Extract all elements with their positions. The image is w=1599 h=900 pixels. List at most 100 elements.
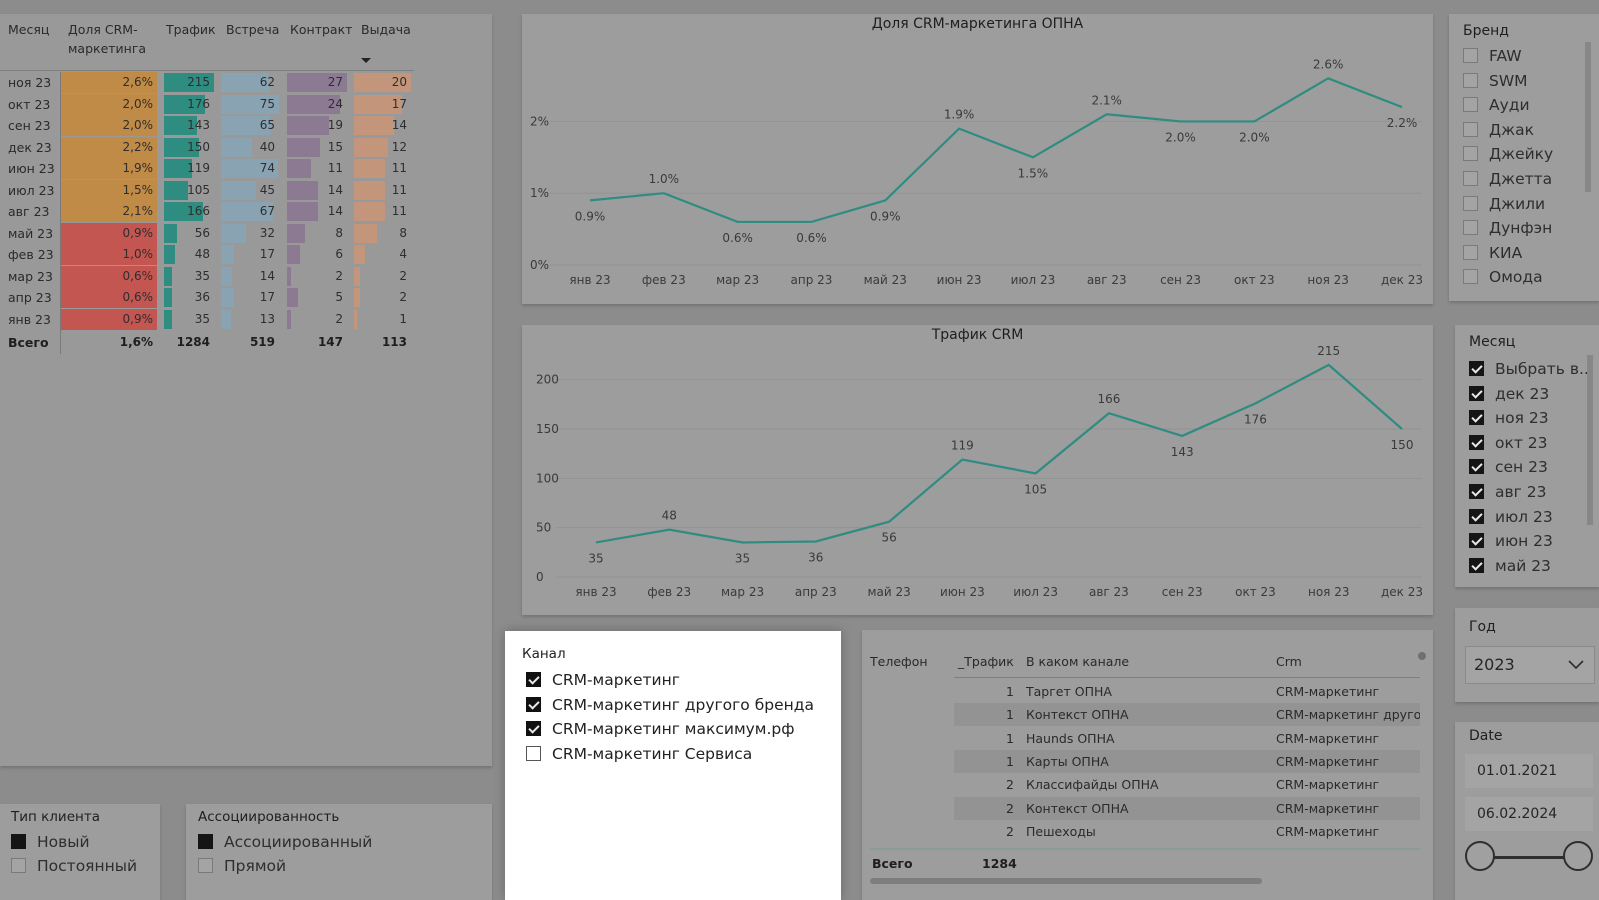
brand-option-checkbox[interactable] [1463, 171, 1478, 186]
association-direct-checkbox[interactable] [198, 858, 213, 873]
matrix-header-share[interactable]: Доля CRM-маркетинга [68, 22, 147, 56]
channel-option-checkbox[interactable] [526, 672, 541, 687]
month-option[interactable]: Выбрать в... [1469, 357, 1594, 381]
brand-option-checkbox[interactable] [1463, 97, 1478, 113]
client-type-new-checkbox[interactable] [11, 834, 26, 849]
matrix-row[interactable]: сен 23 2,0% 143 65 19 14 [0, 115, 420, 136]
client-type-regular-checkbox[interactable] [11, 858, 26, 873]
channel-option-checkbox[interactable] [526, 696, 541, 712]
channel-option[interactable]: CRM-маркетинг другого бренда [526, 693, 826, 717]
detail-header-crm[interactable]: Crm [1276, 654, 1302, 669]
brand-option-checkbox[interactable] [1463, 220, 1478, 236]
matrix-header-month[interactable]: Месяц [8, 22, 50, 37]
month-option-checkbox[interactable] [1469, 557, 1484, 573]
month-option-checkbox[interactable] [1469, 484, 1484, 499]
month-option-checkbox[interactable] [1469, 508, 1484, 524]
detail-table-row[interactable]: 1 Таргет ОПНА CRM-маркетинг [954, 680, 1420, 703]
month-option[interactable]: окт 23 [1469, 431, 1583, 455]
matrix-row[interactable]: мар 23 0,6% 35 14 2 2 [0, 265, 420, 287]
matrix-row[interactable]: июн 23 1,9% 119 74 11 11 [0, 158, 420, 179]
series-line[interactable] [589, 77, 1403, 224]
month-option[interactable]: авг 23 [1469, 480, 1583, 504]
brand-option[interactable]: КИА [1463, 241, 1581, 265]
brand-option-checkbox[interactable] [1463, 269, 1478, 285]
channel-option[interactable]: CRM-маркетинг максимум.рф [526, 717, 826, 741]
date-range-end-handle[interactable] [1563, 841, 1593, 871]
month-option-checkbox[interactable] [1469, 361, 1484, 376]
matrix-row[interactable]: дек 23 2,2% 150 40 15 12 [0, 136, 420, 158]
detail-table-row[interactable]: 2 Пешеходы CRM-маркетинг [954, 820, 1420, 843]
channel-option[interactable]: CRM-маркетинг [526, 668, 826, 692]
matrix-row[interactable]: фев 23 1,0% 48 17 6 4 [0, 244, 420, 265]
year-dropdown[interactable]: 2023 [1465, 646, 1595, 684]
matrix-row[interactable]: янв 23 0,9% 35 13 2 1 [0, 308, 420, 330]
brand-option-checkbox[interactable] [1463, 121, 1478, 137]
detail-header-traffic[interactable]: _Трафик [958, 654, 1014, 669]
detail-more-options-icon[interactable] [1418, 652, 1426, 660]
matrix-header-meet[interactable]: Встреча [226, 22, 280, 37]
date-slicer-title: Date [1469, 728, 1503, 744]
brand-option[interactable]: Дунфэн [1463, 216, 1581, 240]
brand-option[interactable]: Ауди [1463, 93, 1581, 117]
matrix-row[interactable]: май 23 0,9% 56 32 8 8 [0, 222, 420, 244]
brand-option-checkbox[interactable] [1463, 146, 1478, 162]
month-option[interactable]: сен 23 [1469, 455, 1583, 479]
month-option-checkbox[interactable] [1469, 459, 1484, 475]
month-option[interactable]: июл 23 [1469, 505, 1583, 529]
brand-option[interactable]: Джейку [1463, 142, 1581, 166]
detail-header-phone[interactable]: Телефон [870, 654, 928, 669]
channel-option-checkbox[interactable] [526, 721, 541, 736]
matrix-row[interactable]: авг 23 2,1% 166 67 14 11 [0, 201, 420, 222]
detail-table-row[interactable]: 1 Карты ОПНА CRM-маркетинг [954, 749, 1420, 773]
traffic-line-chart: 0 50 100 150 200 янв 23 фев 23 мар 23 апр 23 май … [536, 344, 1423, 599]
detail-table-row[interactable]: 2 Классифайды ОПНА CRM-маркетинг [954, 773, 1420, 796]
detail-header-channel[interactable]: В каком канале [1026, 654, 1130, 669]
client-type-new[interactable]: Новый [11, 830, 151, 854]
month-option-checkbox[interactable] [1469, 410, 1484, 426]
date-range-start-handle[interactable] [1465, 841, 1495, 871]
channel-option[interactable]: CRM-маркетинг Сервиса [526, 742, 826, 766]
detail-horizontal-scrollbar[interactable] [870, 878, 1262, 884]
month-option[interactable]: май 23 [1469, 554, 1583, 578]
detail-cell-channel: Контекст ОПНА [1026, 800, 1129, 816]
brand-option-checkbox[interactable] [1463, 244, 1478, 260]
month-option-checkbox[interactable] [1469, 385, 1484, 401]
month-option-checkbox[interactable] [1469, 434, 1484, 450]
matrix-header-contract[interactable]: Контракт [290, 22, 353, 37]
date-to-input[interactable]: 06.02.2024 [1465, 797, 1593, 831]
data-label: 0.6% [796, 231, 827, 245]
matrix-row[interactable]: ноя 23 2,6% 215 62 27 20 [0, 72, 420, 93]
matrix-row[interactable]: апр 23 0,6% 36 17 5 2 [0, 287, 420, 308]
matrix-row[interactable]: июл 23 1,5% 105 45 14 11 [0, 179, 420, 201]
matrix-header-traffic[interactable]: Трафик [166, 22, 216, 37]
brand-option[interactable]: SWM [1463, 69, 1581, 93]
association-associated-checkbox[interactable] [198, 834, 213, 849]
detail-table-row[interactable]: 1 Haunds ОПНА CRM-маркетинг [954, 727, 1420, 750]
client-type-regular[interactable]: Постоянный [11, 854, 151, 878]
brand-option-checkbox[interactable] [1463, 72, 1478, 88]
brand-option-checkbox[interactable] [1463, 195, 1478, 211]
series-line[interactable] [595, 363, 1403, 544]
sort-desc-icon[interactable] [361, 58, 371, 63]
brand-option-checkbox[interactable] [1463, 48, 1478, 63]
brand-option[interactable]: Джак [1463, 118, 1581, 142]
association-direct[interactable]: Прямой [198, 854, 478, 878]
month-option-checkbox[interactable] [1469, 533, 1484, 549]
channel-slicer: Канал CRM-маркетинг CRM-маркетинг другого… [505, 631, 841, 900]
date-from-input[interactable]: 01.01.2021 [1465, 754, 1593, 788]
brand-option[interactable]: FAW [1463, 44, 1581, 68]
brand-slicer-scrollbar[interactable] [1585, 42, 1591, 192]
detail-table-row[interactable]: 2 Контекст ОПНА CRM-маркетинг [954, 796, 1420, 820]
association-associated[interactable]: Ассоциированный [198, 830, 478, 854]
month-option[interactable]: ноя 23 [1469, 406, 1583, 430]
matrix-row[interactable]: окт 23 2,0% 176 75 24 17 [0, 93, 420, 115]
brand-option[interactable]: Омода [1463, 265, 1581, 289]
month-option[interactable]: июн 23 [1469, 529, 1583, 553]
month-slicer-scrollbar[interactable] [1587, 355, 1593, 525]
matrix-header-issue[interactable]: Выдача [361, 22, 411, 37]
channel-option-checkbox[interactable] [526, 745, 541, 761]
month-option[interactable]: дек 23 [1469, 382, 1583, 406]
brand-option[interactable]: Джетта [1463, 167, 1581, 191]
brand-option[interactable]: Джили [1463, 192, 1581, 216]
detail-table-row[interactable]: 1 Контекст ОПНА CRM-маркетинг друго [954, 703, 1420, 727]
